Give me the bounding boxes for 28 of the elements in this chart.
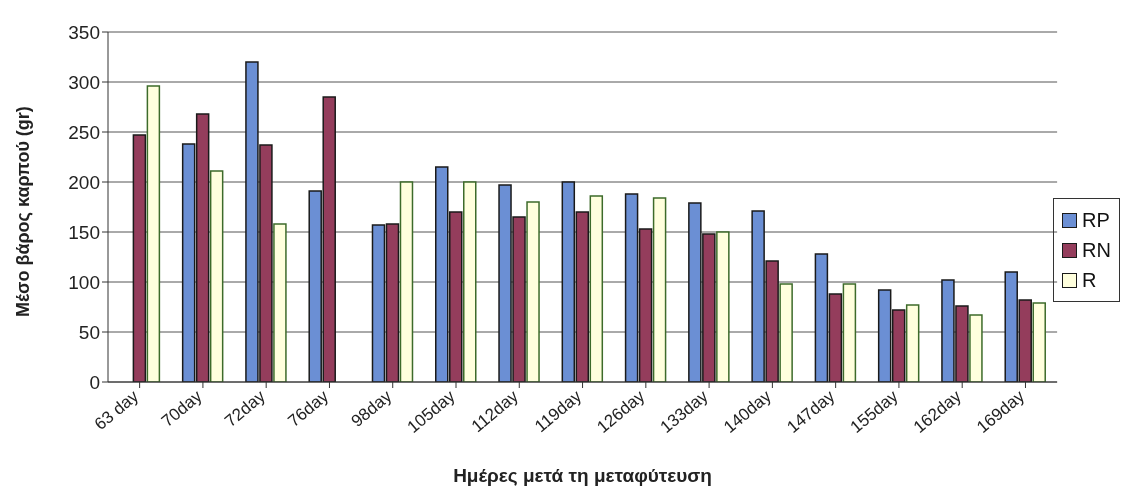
bar [779,283,793,382]
y-axis-title: Μέσο βάρος καρπού (gr) [13,106,34,317]
bar [463,181,477,382]
legend-label: R [1082,268,1097,293]
bar [146,85,161,382]
legend-label: RP [1082,208,1110,233]
y-tick-label: 0 [89,371,100,393]
y-tick-label: 250 [68,121,100,143]
legend-label: RN [1082,238,1111,263]
y-tick-label: 300 [68,71,100,93]
y-tick-label: 100 [68,271,100,293]
bar [905,304,920,382]
bar [399,181,414,382]
y-tick-label: 350 [68,21,100,43]
bar [132,134,147,382]
y-tick-label: 150 [68,221,100,243]
y-tick-label: 50 [78,321,100,343]
bar [842,283,857,382]
bar [526,201,540,382]
bar [273,223,287,382]
x-axis-title: Ημέρες μετά τη μεταφύτευση [453,465,712,486]
bar [589,195,604,382]
bar [209,170,224,382]
y-tick-label: 200 [68,171,100,193]
bar [969,314,983,382]
bar [716,231,730,382]
bar [652,197,667,382]
bar [1032,302,1046,382]
